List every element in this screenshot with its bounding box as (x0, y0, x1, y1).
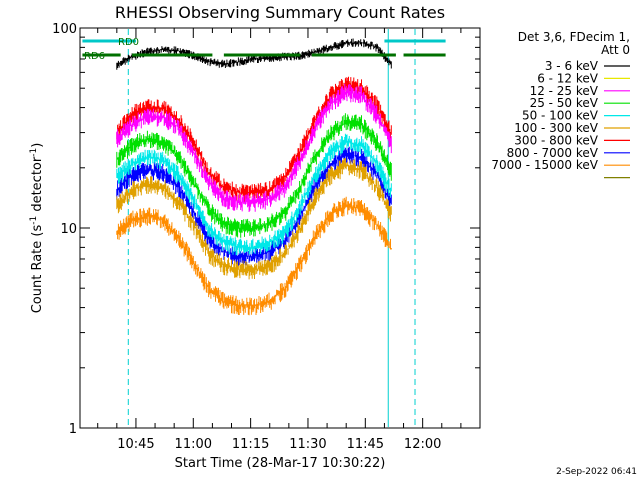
legend-label-8: 7000 - 15000 keV (491, 158, 598, 172)
y-tick-label-0: 1 (69, 422, 77, 437)
chart-title: RHESSI Observing Summary Count Rates (115, 3, 445, 22)
y-tick-label-2: 100 (52, 22, 77, 37)
legend-label-5: 100 - 300 keV (514, 121, 598, 135)
legend-label-3: 25 - 50 keV (530, 96, 599, 110)
legend-label-6: 300 - 800 keV (514, 133, 598, 147)
y-axis-label: Count Rate (s-1 detector-1) (29, 143, 45, 314)
y-axis-label-exp2: -1 (29, 148, 39, 157)
x-tick-label-1: 11:00 (175, 437, 212, 452)
legend-label-0: 3 - 6 keV (545, 59, 599, 73)
legend-label-1: 6 - 12 keV (537, 71, 599, 85)
y-axis: 1 10 100 (52, 22, 480, 437)
x-axis: 10:45 11:00 11:15 11:30 11:45 12:00 (97, 28, 462, 452)
plot-area: RD0 RD6 (82, 29, 446, 427)
y-axis-label-exp1: -1 (29, 216, 39, 225)
legend-header-line2: Att 0 (601, 43, 630, 57)
legend-label-2: 12 - 25 keV (530, 84, 599, 98)
x-axis-label: Start Time (28-Mar-17 10:30:22) (175, 456, 386, 471)
y-axis-label-tail: detector (30, 156, 45, 216)
series-line-2 (116, 83, 392, 212)
series-line-0 (116, 38, 392, 70)
render-timestamp: 2-Sep-2022 06:41 (556, 467, 637, 477)
x-tick-label-3: 11:30 (289, 437, 326, 452)
x-tick-label-4: 11:45 (347, 437, 384, 452)
series-line-4 (116, 133, 392, 256)
legend-label-7: 800 - 7000 keV (507, 146, 599, 160)
y-axis-label-main: Count Rate (s (30, 225, 45, 314)
x-tick-label-5: 12:00 (404, 437, 441, 452)
y-axis-label-close: ) (30, 143, 45, 148)
legend-label-4: 50 - 100 keV (522, 109, 599, 123)
series-line-8 (116, 196, 392, 316)
x-tick-label-2: 11:15 (232, 437, 269, 452)
x-tick-label-0: 10:45 (117, 437, 154, 452)
legend-header-line1: Det 3,6, FDecim 1, (518, 30, 630, 44)
series-line-3 (116, 113, 392, 238)
flag-label-rd0: RD0 (118, 37, 139, 48)
y-tick-label-1: 10 (60, 222, 77, 237)
series-line-5 (116, 158, 392, 280)
flag-label-rd6: RD6 (84, 51, 105, 62)
